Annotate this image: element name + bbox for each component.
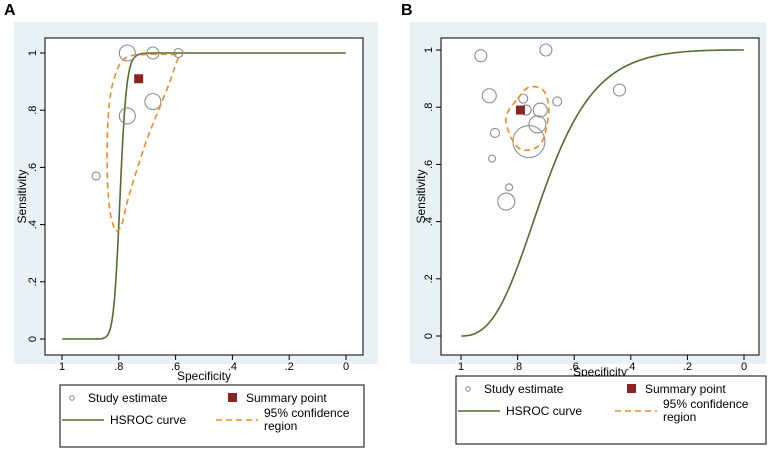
y-tick-label-a: .6 (27, 163, 39, 172)
confidence-region-b (505, 85, 550, 152)
y-tick-label-b: 0 (423, 333, 435, 339)
x-tick-label-a: .4 (228, 361, 237, 373)
legend-study-estimate-a: Study estimate (88, 391, 168, 405)
study-estimate-b-4 (489, 127, 501, 138)
study-estimate-b-8 (532, 102, 548, 118)
confidence-region-a (106, 53, 180, 232)
x-tick-label-a: .8 (114, 361, 123, 373)
legend-summary-point-b: Summary point (645, 382, 726, 396)
x-tick-label-b: .6 (570, 361, 579, 373)
legend-confidence-label-1-a: 95% confidence (264, 406, 350, 420)
study-estimate-b-3 (481, 88, 497, 104)
legend-confidence-label-2-b: region (663, 410, 696, 424)
y-axis-title-a: Sensitivity (15, 169, 29, 223)
study-estimate-b-9 (528, 115, 547, 134)
legend-confidence-label-1-b: 95% confidence (663, 397, 749, 411)
summary-point-b (515, 105, 525, 115)
panel-letter-a: A (4, 2, 16, 19)
study-estimate-a-4 (173, 47, 184, 59)
legend-summary-point-a: Summary point (246, 391, 327, 405)
legend-hsroc-curve-a: HSROC curve (110, 413, 186, 427)
legend-box-b (455, 375, 767, 445)
y-tick-label-b: .2 (423, 274, 435, 283)
panel-letter-b: B (401, 2, 413, 19)
study-estimate-b-6 (518, 93, 529, 104)
study-estimate-b-13 (505, 183, 514, 192)
study-estimate-a-2 (118, 44, 136, 62)
y-tick-label-a: .4 (27, 220, 39, 229)
x-axis-title-a: Specificity (177, 369, 231, 383)
y-tick-label-a: 1 (27, 50, 39, 56)
x-tick-label-a: .2 (285, 361, 294, 373)
plot-area-a (44, 37, 364, 356)
study-estimate-b-1 (474, 49, 488, 63)
y-tick-label-a: .2 (27, 277, 39, 286)
legend-b (455, 375, 767, 445)
study-estimate-a-3 (146, 46, 160, 60)
legend-confidence-label-2-a: region (264, 419, 297, 433)
x-tick-label-b: .2 (683, 361, 692, 373)
legend-summary-marker-a (228, 393, 237, 402)
hsroc-curve-b (461, 49, 744, 337)
summary-point-a (134, 74, 144, 84)
legend-summary-marker-b (627, 384, 636, 393)
study-estimate-b-2 (539, 43, 553, 57)
x-tick-label-a: 0 (343, 361, 349, 373)
study-estimate-b-11 (552, 96, 563, 107)
legend-hsroc-curve-b: HSROC curve (506, 404, 582, 418)
legend-study-estimate-b: Study estimate (484, 382, 564, 396)
study-estimate-a-5 (118, 107, 136, 125)
y-tick-label-a: 0 (27, 336, 39, 342)
hsroc-curve-a (62, 52, 346, 340)
legend-study-marker-b (465, 386, 471, 392)
study-estimate-b-5 (488, 154, 497, 163)
y-tick-label-b: .6 (423, 160, 435, 169)
x-tick-label-a: 1 (59, 361, 65, 373)
y-tick-label-b: 1 (423, 47, 435, 53)
y-tick-label-a: .8 (27, 106, 39, 115)
x-tick-label-a: .6 (171, 361, 180, 373)
y-tick-label-b: .4 (423, 217, 435, 226)
legend-a (59, 384, 365, 448)
study-estimate-a-6 (144, 93, 162, 111)
legend-box-a (59, 384, 365, 448)
study-estimate-a-1 (91, 171, 101, 181)
x-tick-label-b: 1 (458, 361, 464, 373)
y-axis-title-b: Sensitivity (414, 169, 428, 223)
x-tick-label-b: 0 (741, 361, 747, 373)
y-tick-label-b: .8 (423, 103, 435, 112)
legend-study-marker-a (69, 395, 75, 401)
study-estimate-b-12 (612, 83, 627, 97)
study-estimate-b-14 (497, 192, 516, 211)
x-tick-label-b: .4 (626, 361, 635, 373)
x-tick-label-b: .8 (513, 361, 522, 373)
